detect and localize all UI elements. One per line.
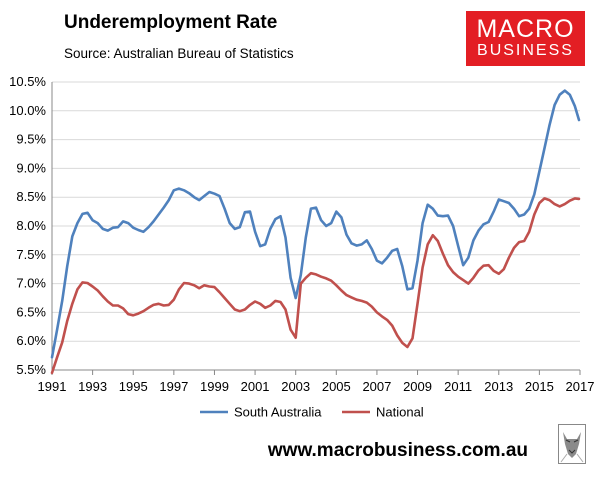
y-tick-label: 5.5%: [16, 362, 46, 377]
x-tick-label: 2007: [362, 379, 391, 394]
series-line-national: [50, 197, 581, 375]
x-tick-label: 2011: [444, 379, 472, 394]
x-tick-label: 1995: [119, 379, 148, 394]
logo-line-1: MACRO: [476, 15, 575, 43]
x-tick-label: 1993: [78, 379, 107, 394]
y-tick-label: 10.0%: [9, 103, 46, 118]
y-tick-label: 6.5%: [16, 304, 46, 319]
y-tick-label: 9.0%: [16, 160, 46, 175]
x-tick-label: 2001: [241, 379, 270, 394]
x-tick-label: 2003: [281, 379, 310, 394]
macrobusiness-logo: MACRO BUSINESS: [466, 11, 585, 66]
x-tick-label: 2009: [403, 379, 432, 394]
x-tick-label: 1997: [159, 379, 188, 394]
y-tick-label: 9.5%: [16, 132, 46, 147]
line-chart: 5.5% 6.0% 6.5% 7.0% 7.5% 8.0% 8.5% 9.0% 9.5% 10.0…: [9, 74, 595, 420]
legend-label-south-australia: South Australia: [234, 405, 322, 420]
x-tick-label: 2005: [322, 379, 351, 394]
wolf-logo-icon: [558, 424, 586, 464]
x-tick-label: 1991: [38, 379, 67, 394]
website-url: www.macrobusiness.com.au: [267, 440, 528, 461]
chart-subtitle: Source: Australian Bureau of Statistics: [64, 46, 294, 61]
y-tick-label: 10.5%: [9, 74, 46, 89]
y-tick-label: 8.0%: [16, 218, 46, 233]
x-tick-label: 1999: [200, 379, 229, 394]
x-tick-label: 2017: [566, 379, 595, 394]
y-tick-label: 8.5%: [16, 189, 46, 204]
y-tick-label: 7.0%: [16, 276, 46, 291]
series-line-south-australia: [50, 89, 581, 359]
x-tick-label: 2015: [525, 379, 554, 394]
logo-line-2: BUSINESS: [477, 42, 574, 59]
chart-title: Underemployment Rate: [64, 12, 278, 33]
legend-label-national: National: [376, 405, 424, 420]
x-tick-label: 2013: [484, 379, 513, 394]
y-tick-label: 7.5%: [16, 247, 46, 262]
y-tick-label: 6.0%: [16, 333, 46, 348]
